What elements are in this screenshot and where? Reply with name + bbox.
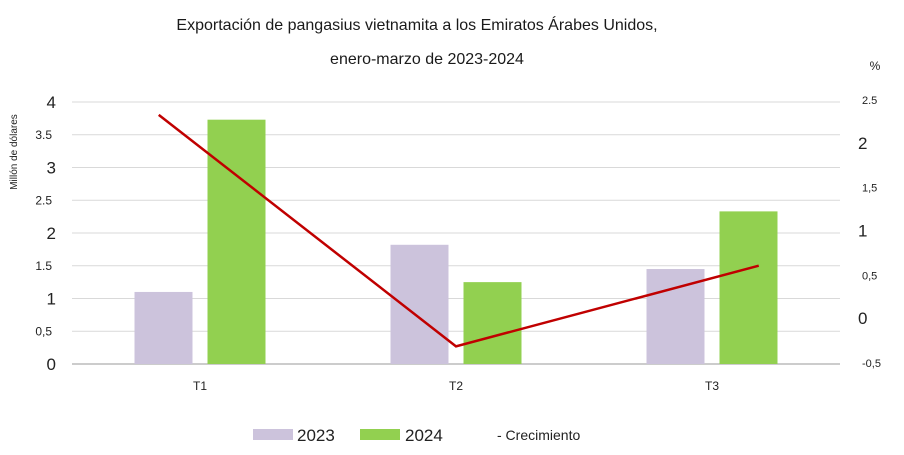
x-axis-ticks: T1 T2 T3 xyxy=(193,379,719,393)
y-tick-label: 0,5 xyxy=(35,324,52,338)
y2-tick-label: 0,5 xyxy=(862,270,877,282)
legend-label-2024: 2024 xyxy=(405,426,443,445)
y2-tick-label: 2 xyxy=(858,134,867,153)
y2-tick-label: 1,5 xyxy=(862,183,877,195)
bars xyxy=(134,119,778,364)
x-tick-label: T2 xyxy=(449,379,463,393)
y2-tick-label: 1 xyxy=(858,222,867,241)
bar-2023-T1 xyxy=(134,291,193,364)
bar-2023-T2 xyxy=(390,244,449,364)
y-tick-label: 1 xyxy=(47,290,56,309)
legend-swatch-2023 xyxy=(253,429,293,440)
legend-swatch-2024 xyxy=(360,429,400,440)
y-tick-label: 0 xyxy=(47,355,56,374)
x-tick-label: T3 xyxy=(705,379,719,393)
y-tick-label: 1.5 xyxy=(35,259,52,273)
y-axis-label: Millón de dólares xyxy=(9,114,20,190)
chart-subtitle: enero-marzo de 2023-2024 xyxy=(330,51,524,68)
bar-2024-T1 xyxy=(207,119,266,364)
legend: 2023 2024 - Crecimiento xyxy=(253,426,580,445)
legend-label-2023: 2023 xyxy=(297,426,335,445)
bar-2024-T3 xyxy=(719,211,778,364)
growth-line xyxy=(157,113,760,348)
bar-2024-T2 xyxy=(463,282,522,364)
y-axis-ticks: 0 0,5 1 1.5 2 2.5 3 3.5 4 xyxy=(35,93,56,374)
y2-tick-label: 2.5 xyxy=(862,95,877,107)
growth-line-path xyxy=(157,113,760,348)
y-tick-label: 2 xyxy=(47,224,56,243)
chart-title: Exportación de pangasius vietnamita a lo… xyxy=(176,15,657,34)
y2-axis-ticks: -0,5 0 0,5 1 1,5 2 2.5 xyxy=(858,95,881,370)
y-tick-label: 2.5 xyxy=(35,193,52,207)
y2-tick-label: 0 xyxy=(858,309,867,328)
bar-2023-T3 xyxy=(646,269,705,364)
y2-axis-label: % xyxy=(870,59,881,73)
y2-tick-label: -0,5 xyxy=(862,358,881,370)
gridlines xyxy=(72,101,840,365)
x-tick-label: T1 xyxy=(193,379,207,393)
y-tick-label: 4 xyxy=(47,93,56,112)
legend-label-growth: - Crecimiento xyxy=(497,427,580,443)
y-tick-label: 3 xyxy=(47,159,56,178)
y-tick-label: 3.5 xyxy=(35,128,52,142)
